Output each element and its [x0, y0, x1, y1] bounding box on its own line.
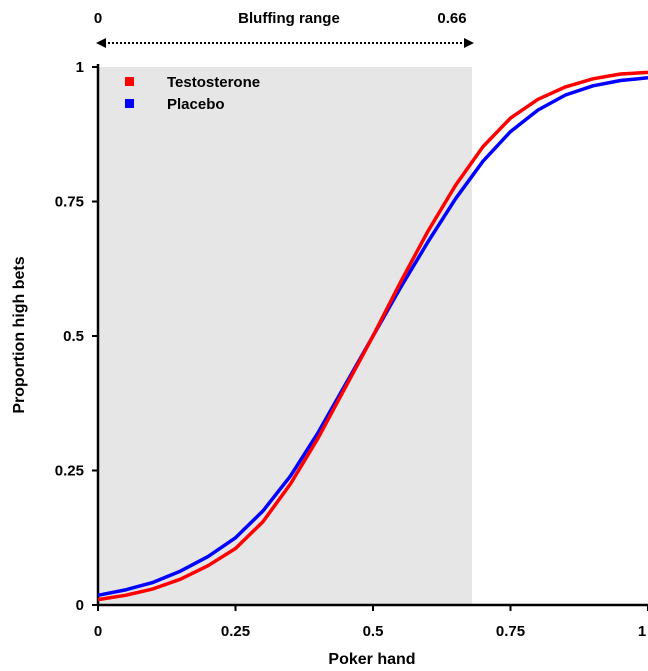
- y-tick-label: 0.75: [55, 194, 84, 211]
- y-tick-label: 1: [76, 59, 84, 76]
- x-tick-label: 0: [94, 623, 102, 640]
- range-arrow-right-head: [464, 38, 474, 48]
- x-tick-label: 0.5: [363, 623, 384, 640]
- legend-label-placebo: Placebo: [167, 96, 225, 113]
- range-end-label: 0.66: [437, 10, 466, 27]
- legend-swatch-testosterone: [125, 77, 134, 86]
- x-tick-label: 0.25: [221, 623, 250, 640]
- y-axis-title: Proportion high bets: [11, 256, 28, 413]
- range-arrow-left-head: [96, 38, 106, 48]
- y-tick-label: 0.5: [63, 328, 84, 345]
- legend-swatch-placebo: [125, 99, 134, 108]
- series-line-testosterone: [97, 70, 648, 602]
- x-tick-label: 1: [638, 623, 646, 640]
- y-tick-label: 0.25: [55, 463, 84, 480]
- legend-label-testosterone: Testosterone: [167, 74, 260, 91]
- bluffing-range-shading: [98, 67, 472, 605]
- bluffing-range-label: Bluffing range: [238, 10, 340, 27]
- x-axis-title: Poker hand: [328, 651, 415, 668]
- x-tick-label: 0.75: [496, 623, 525, 640]
- y-tick-label: 0: [76, 597, 84, 614]
- range-start-label: 0: [94, 10, 102, 27]
